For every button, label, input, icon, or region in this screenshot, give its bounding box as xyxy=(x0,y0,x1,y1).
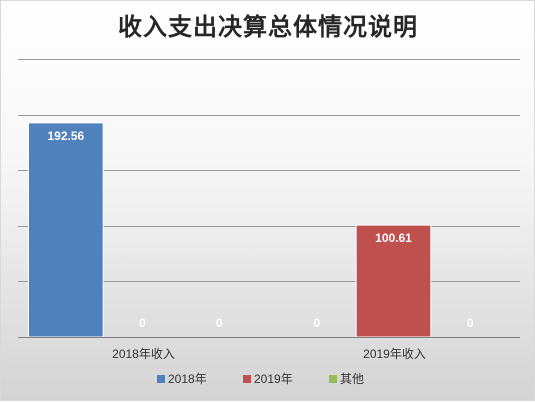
bar xyxy=(28,122,104,338)
legend-label: 2018年 xyxy=(168,372,207,386)
data-label: 0 xyxy=(139,316,146,330)
legend-label: 2019年 xyxy=(254,372,293,386)
legend-label: 其他 xyxy=(340,372,364,386)
legend-swatch xyxy=(157,375,165,383)
legend-item: 其他 xyxy=(329,372,364,386)
data-label: 0 xyxy=(313,316,320,330)
x-tick-label: 2018年收入 xyxy=(112,347,175,361)
legend-item: 2018年 xyxy=(157,372,207,386)
data-label: 0 xyxy=(216,316,223,330)
x-axis: 2018年收入 2019年收入 xyxy=(18,337,520,361)
legend-swatch xyxy=(329,375,337,383)
chart-title: 收入支出决算总体情况说明 xyxy=(118,13,418,41)
bar xyxy=(355,224,432,338)
legend-item: 2019年 xyxy=(243,372,293,386)
x-tick-label: 2019年收入 xyxy=(363,347,426,361)
legend-swatch xyxy=(243,375,251,383)
legend: 2018年 2019年 其他 xyxy=(157,372,364,386)
bars xyxy=(28,122,432,338)
data-label: 0 xyxy=(467,316,474,330)
data-labels: 192.56 0 0 0 100.61 0 xyxy=(47,129,473,330)
data-label: 100.61 xyxy=(375,231,412,245)
data-label: 192.56 xyxy=(47,129,84,143)
